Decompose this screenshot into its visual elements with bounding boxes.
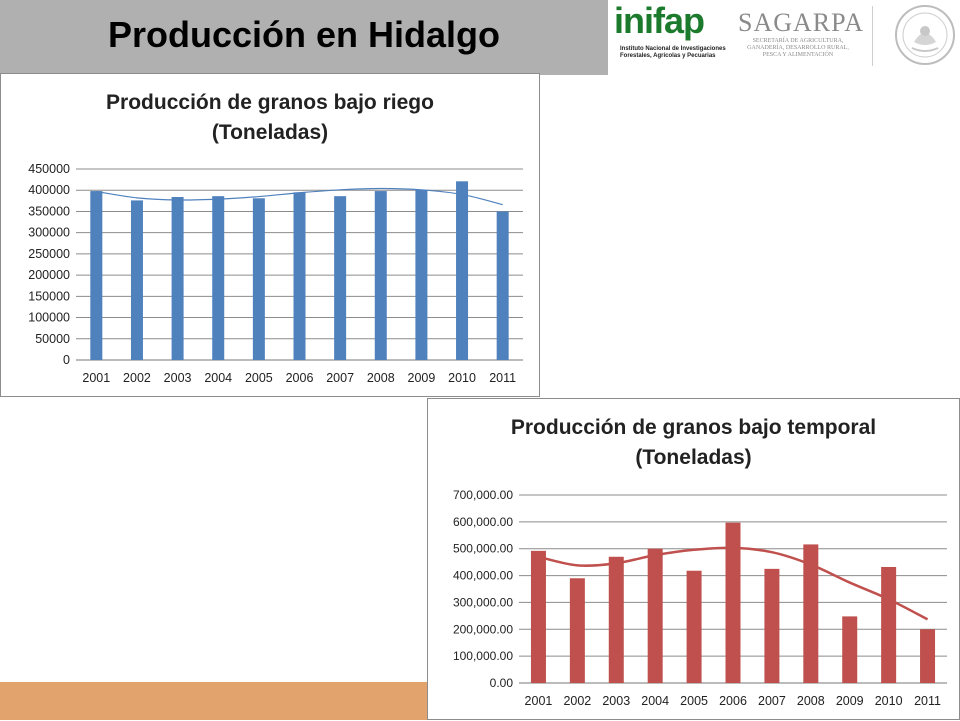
riego-trendline [96, 187, 503, 206]
riego-xtick-label: 2011 [489, 371, 516, 385]
temporal-ytick-label: 400,000.00 [453, 569, 513, 583]
logo-strip: inifap Instituto Nacional de Investigaci… [608, 0, 960, 75]
riego-bar-2011 [496, 211, 509, 360]
riego-xtick-label: 2007 [326, 371, 354, 385]
title-bar [0, 0, 608, 75]
temporal-xtick-label: 2009 [836, 694, 864, 708]
inifap-subtitle: Instituto Nacional de Investigaciones Fo… [620, 46, 726, 59]
riego-title-line1: Producción de granos bajo riego [106, 91, 434, 114]
temporal-title-line2: (Toneladas) [635, 446, 752, 469]
temporal-bar-2008 [803, 544, 819, 683]
sagarpa-wordmark: SAGARPA [738, 8, 864, 37]
riego-xtick-label: 2005 [245, 371, 273, 385]
temporal-chart: 0.00 100,000.00 200,000.00 300,000.00 400,00… [453, 488, 947, 708]
temporal-xtick-label: 2003 [602, 694, 630, 708]
riego-bar-2009 [415, 189, 428, 360]
temporal-xtick-label: 2010 [875, 694, 903, 708]
temporal-xtick-label: 2002 [563, 694, 591, 708]
riego-ytick-label: 100000 [28, 311, 70, 325]
riego-ytick-label: 200000 [28, 268, 70, 282]
riego-bar-2002 [130, 200, 143, 360]
riego-ytick-label: 300000 [28, 226, 70, 240]
sagarpa-logo: SAGARPA SECRETARÍA DE AGRICULTURA, GANAD… [738, 8, 864, 59]
riego-ytick-label: 450000 [28, 162, 70, 176]
riego-bar-2001 [90, 191, 103, 360]
riego-chart-panel: Producción de granos bajo riego (Tonelad… [0, 73, 540, 397]
riego-bar-2005 [252, 198, 265, 360]
temporal-ytick-label: 300,000.00 [453, 595, 513, 609]
temporal-bar-2001 [530, 550, 546, 683]
riego-xtick-label: 2003 [164, 371, 192, 385]
temporal-ytick-label: 600,000.00 [453, 515, 513, 529]
temporal-title-line1: Producción de granos bajo temporal [510, 416, 877, 439]
riego-bar-2006 [293, 192, 306, 360]
temporal-bar-2005 [686, 570, 702, 683]
temporal-xtick-label: 2004 [641, 694, 669, 708]
riego-ytick-label: 150000 [28, 289, 70, 303]
riego-xtick-label: 2010 [448, 371, 476, 385]
temporal-bar-2002 [569, 578, 585, 683]
temporal-ytick-label: 200,000.00 [453, 622, 513, 636]
temporal-bar-2003 [608, 556, 624, 683]
riego-xtick-label: 2002 [123, 371, 151, 385]
sagarpa-subtitle: SECRETARÍA DE AGRICULTURA, GANADERÍA, DE… [747, 38, 849, 58]
temporal-chart-panel: Producción de granos bajo temporal (Tone… [427, 398, 960, 720]
riego-xtick-label: 2008 [367, 371, 395, 385]
riego-xtick-label: 2001 [82, 371, 110, 385]
temporal-chart-title: Producción de granos bajo temporal (Tone… [428, 413, 959, 473]
riego-xtick-label: 2004 [204, 371, 232, 385]
riego-chart: 0 50000 100000 150000 200000 250000 300000 3500… [28, 162, 523, 385]
temporal-bar-2010 [881, 566, 897, 683]
temporal-bar-2004 [647, 548, 663, 683]
temporal-ytick-label: 0.00 [490, 676, 514, 690]
temporal-xtick-label: 2005 [680, 694, 708, 708]
temporal-xtick-label: 2008 [797, 694, 825, 708]
riego-bar-2008 [374, 191, 387, 360]
temporal-xtick-label: 2001 [525, 694, 553, 708]
temporal-bar-2009 [842, 616, 858, 683]
temporal-ytick-label: 100,000.00 [453, 649, 513, 663]
temporal-xtick-label: 2011 [914, 694, 941, 708]
mexico-seal-icon [895, 5, 955, 65]
inifap-wordmark: inifap [614, 0, 705, 41]
page-title: Producción en Hidalgo [107, 14, 501, 55]
riego-ytick-label: 50000 [35, 332, 70, 346]
riego-chart-title: Producción de granos bajo riego (Tonelad… [1, 88, 539, 148]
riego-ytick-label: 350000 [28, 204, 70, 218]
temporal-ytick-label: 500,000.00 [453, 542, 513, 556]
temporal-xtick-label: 2007 [758, 694, 786, 708]
temporal-trendline [538, 546, 929, 621]
logo-divider [872, 6, 873, 66]
riego-bar-2010 [456, 181, 469, 360]
temporal-bar-2007 [764, 568, 780, 683]
riego-title-line2: (Toneladas) [211, 121, 329, 144]
riego-ytick-label: 400000 [28, 183, 70, 197]
riego-ytick-label: 250000 [28, 247, 70, 261]
riego-xtick-label: 2009 [408, 371, 436, 385]
temporal-bar-2006 [725, 522, 741, 683]
temporal-xtick-label: 2006 [719, 694, 747, 708]
temporal-ytick-label: 700,000.00 [453, 488, 513, 502]
riego-bar-2004 [212, 196, 225, 360]
riego-bar-2007 [334, 196, 347, 360]
riego-xtick-label: 2006 [286, 371, 314, 385]
temporal-bar-2011 [920, 629, 936, 683]
riego-bar-2003 [171, 197, 184, 360]
riego-ytick-label: 0 [63, 353, 70, 367]
inifap-logo: inifap Instituto Nacional de Investigaci… [614, 0, 738, 64]
